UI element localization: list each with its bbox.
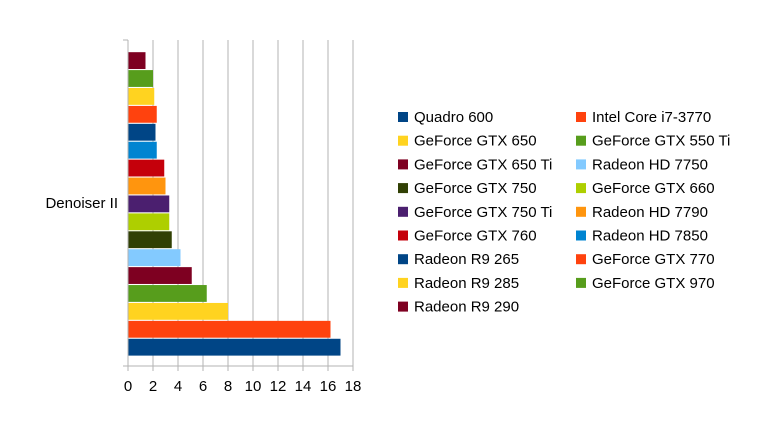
legend-swatch (398, 135, 408, 146)
legend-label: Radeon HD 7750 (592, 156, 708, 173)
bar (128, 320, 331, 338)
legend-label: Radeon HD 7850 (592, 228, 708, 245)
x-tick-label: 18 (345, 378, 362, 395)
legend-swatch (576, 112, 586, 122)
x-tick-label: 14 (295, 378, 312, 395)
bar (128, 213, 170, 231)
legend-swatch (576, 183, 586, 194)
legend-label: GeForce GTX 760 (414, 228, 537, 245)
x-tick-label: 8 (224, 378, 232, 395)
legend-label: GeForce GTX 550 Ti (592, 133, 730, 150)
x-tick-label: 10 (245, 378, 262, 395)
legend-swatch (576, 254, 586, 265)
axes (123, 39, 354, 371)
bar (128, 195, 170, 213)
bar (128, 52, 146, 70)
legend-swatch (576, 159, 586, 170)
legend-swatch (398, 277, 408, 288)
bar (128, 141, 157, 159)
bar (128, 159, 165, 177)
bar (128, 231, 172, 249)
legend-swatch (576, 230, 586, 241)
bar (128, 249, 181, 267)
legend-label: Radeon R9 290 (414, 299, 519, 316)
bar (128, 302, 228, 320)
x-tick-label: 16 (320, 378, 337, 395)
legend-swatch (576, 206, 586, 217)
bar (128, 105, 157, 123)
legend-label: GeForce GTX 970 (592, 275, 715, 292)
legend-label: Radeon R9 285 (414, 275, 519, 292)
legend-label: Radeon HD 7790 (592, 204, 708, 221)
legend-swatch (398, 206, 408, 217)
x-tick-label: 6 (199, 378, 207, 395)
legend-label: Intel Core i7-3770 (592, 109, 711, 126)
legend-label: Radeon R9 265 (414, 251, 519, 268)
bar (128, 70, 153, 87)
legend-swatch (576, 135, 586, 146)
legend-label: Quadro 600 (414, 109, 493, 126)
legend-swatch (398, 230, 408, 241)
legend-swatch (398, 159, 408, 170)
x-tick-label: 12 (270, 378, 287, 395)
legend-swatch (576, 277, 586, 288)
bar (128, 267, 192, 284)
x-tick-label: 4 (174, 378, 182, 395)
legend-label: GeForce GTX 650 (414, 133, 537, 150)
gridlines (152, 40, 354, 366)
x-tick-label: 0 (124, 378, 132, 395)
category-label: Denoiser II (45, 195, 118, 212)
legend-swatch (398, 254, 408, 265)
legend-label: GeForce GTX 750 (414, 180, 537, 197)
legend-label: GeForce GTX 750 Ti (414, 204, 552, 221)
bar (128, 338, 341, 356)
legend-label: GeForce GTX 660 (592, 180, 715, 197)
bars (128, 52, 341, 356)
legend-label: GeForce GTX 770 (592, 251, 715, 268)
x-tick-label: 2 (149, 378, 157, 395)
legend-swatch (398, 301, 408, 312)
bar (128, 285, 207, 302)
legend: Quadro 600 Intel Core i7-3770 GeForce GTX … (398, 109, 730, 316)
x-tick-labels: 0 2 4 6 8 10 12 14 16 18 (124, 378, 362, 395)
legend-label: GeForce GTX 650 Ti (414, 156, 552, 173)
bar (128, 88, 155, 105)
legend-swatch (398, 112, 408, 122)
legend-swatch (398, 183, 408, 194)
bar (128, 123, 156, 141)
bar (128, 177, 166, 195)
